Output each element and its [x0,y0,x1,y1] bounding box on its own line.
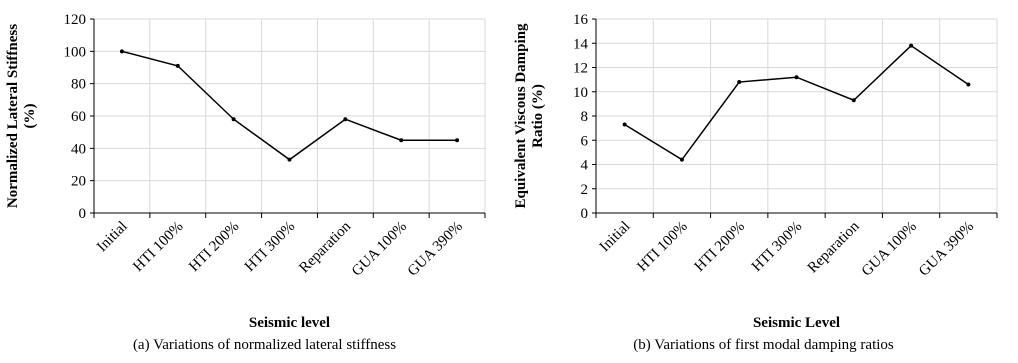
y-tick-label: 10 [573,85,588,101]
x-tick-label: HTI 300% [749,219,805,275]
data-point [343,117,348,122]
x-tick-label: HTI 100% [634,219,690,275]
y-axis-title-line: Equivalent Viscous Damping [513,23,529,209]
data-point [175,63,180,68]
x-tick-label: Initial [94,219,131,256]
y-tick-label: 2 [581,182,589,198]
y-tick-label: 0 [79,206,87,222]
x-tick-label: HTI 100% [130,219,186,275]
damping-ratio-chart: 0 2 4 6 8 10 12 14 16 Initial HTI 100% HTI 200% HTI … [513,12,998,331]
x-tick-label: Reparation [805,218,863,276]
y-tick-label: 100 [64,44,87,60]
data-point [794,75,799,80]
x-tick-label: GUA 390% [405,219,466,280]
y-tick-label: 40 [71,141,86,157]
y-axis-title-line: Ratio (%) [530,84,546,148]
data-point [231,117,236,122]
data-point [737,80,742,85]
data-point [399,138,404,143]
y-tick-label: 120 [64,12,87,28]
y-tick-label: 12 [573,61,588,77]
x-tick-label: GUA 100% [859,219,920,280]
x-tick-label: GUA 390% [916,219,977,280]
data-point [455,138,460,143]
x-tick-label: HTI 300% [242,219,298,275]
y-tick-label: 20 [71,174,86,190]
data-point [966,82,971,87]
chart-panel-a: 0 20 40 60 80 100 120 Initial HTI 100% HTI 200% HT… [5,12,486,353]
y-tick-label: 0 [581,206,589,222]
lateral-stiffness-chart: 0 20 40 60 80 100 120 Initial HTI 100% HTI 200% HT… [5,12,486,331]
data-point [909,43,914,48]
y-tick-label: 8 [581,109,589,125]
x-tick-label: Initial [597,219,634,256]
y-tick-label: 4 [581,158,589,174]
x-tick-label: GUA 100% [349,219,410,280]
y-tick-label: 80 [71,77,86,93]
x-tick-label: HTI 200% [692,219,748,275]
caption-a: (a) Variations of normalized lateral sti… [132,337,397,353]
y-axis-title: Equivalent Viscous DampingRatio (%) [513,23,546,209]
caption-b: (b) Variations of first modal damping ra… [633,337,894,353]
y-tick-label: 60 [71,109,86,125]
data-point [679,157,684,162]
series-line [624,44,969,161]
x-tick-label: HTI 200% [186,219,242,275]
data-point [851,98,856,103]
y-tick-label: 14 [573,36,589,52]
series-line [121,50,458,161]
chart-panel-b: 0 2 4 6 8 10 12 14 16 Initial HTI 100% HTI 200% HTI … [509,0,1018,363]
x-tick-label: Reparation [296,218,354,276]
x-axis-title: Seismic level [249,315,330,331]
data-point [287,157,292,162]
y-axis-title-line: Normalized Lateral Stiffness [5,24,21,208]
y-axis-title: Normalized Lateral Stiffness(%) [5,24,38,208]
y-tick-label: 16 [573,12,589,28]
data-point [622,122,627,127]
x-axis-title: Seismic Level [753,315,840,331]
y-axis-title-line: (%) [22,104,38,129]
y-tick-label: 6 [581,133,589,149]
data-point [119,49,124,54]
